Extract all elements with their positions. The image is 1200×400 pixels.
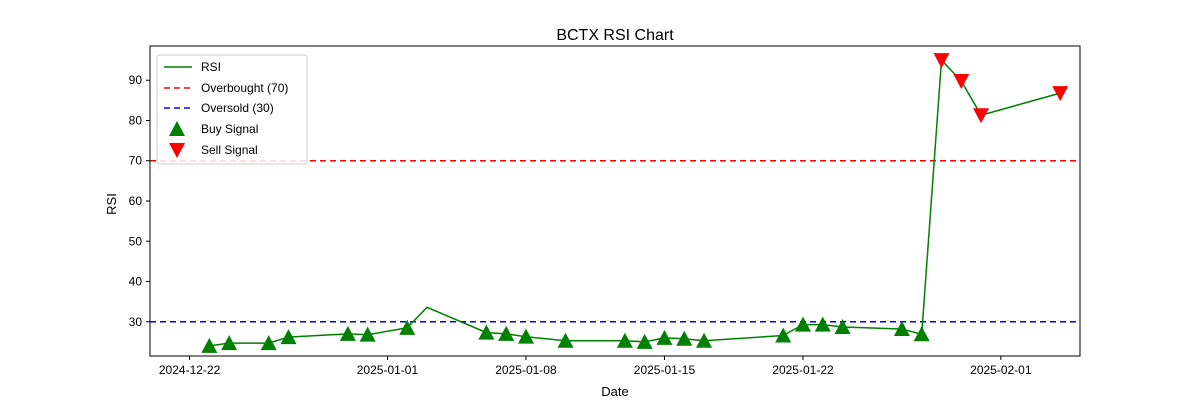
- legend-label-overbought: Overbought (70): [201, 81, 288, 95]
- buy-signal-marker: [893, 321, 910, 337]
- legend-box: [156, 54, 308, 165]
- chart-title: BCTX RSI Chart: [556, 27, 674, 44]
- sell-signal-marker: [973, 108, 990, 124]
- buy-signal-marker: [280, 329, 297, 345]
- legend-label-rsi: RSI: [201, 60, 221, 74]
- legend-buy-marker: [169, 121, 185, 136]
- y-tick-label: 30: [129, 315, 143, 329]
- buy-signal-marker: [656, 329, 673, 345]
- buy-signal-marker: [399, 319, 416, 335]
- buy-signal-marker: [913, 326, 930, 342]
- legend-label-oversold: Oversold (30): [201, 101, 274, 115]
- buy-signal-marker: [517, 328, 534, 344]
- buy-signal-marker: [814, 316, 831, 332]
- y-tick-label: 80: [129, 113, 143, 127]
- y-tick-label: 40: [129, 275, 143, 289]
- buy-signal-marker: [636, 333, 653, 349]
- buy-signal-marker: [676, 330, 693, 346]
- sell-signal-marker: [933, 53, 950, 69]
- buy-signal-marker: [260, 335, 277, 351]
- y-tick-label: 60: [129, 194, 143, 208]
- x-tick-label: 2024-12-22: [159, 363, 221, 377]
- y-axis-label: RSI: [104, 193, 119, 215]
- buy-signal-marker: [616, 332, 633, 348]
- x-tick-label: 2025-01-08: [495, 363, 557, 377]
- sell-signal-marker: [1052, 86, 1069, 102]
- legend: RSI Overbought (70) Oversold (30) Buy Si…: [156, 54, 308, 165]
- sell-signal-marker: [953, 74, 970, 90]
- buy-signal-marker: [794, 316, 811, 332]
- legend-label-buy: Buy Signal: [201, 122, 258, 136]
- buy-signal-marker: [478, 324, 495, 340]
- buy-signal-marker: [775, 327, 792, 343]
- buy-signal-marker: [201, 337, 218, 353]
- legend-label-sell: Sell Signal: [201, 143, 258, 157]
- rsi-line: [209, 58, 1061, 347]
- x-tick-label: 2025-01-15: [634, 363, 696, 377]
- x-tick-label: 2025-02-01: [970, 363, 1032, 377]
- y-tick-label: 50: [129, 234, 143, 248]
- x-tick-label: 2025-01-22: [772, 363, 834, 377]
- x-axis-label: Date: [601, 384, 628, 399]
- buy-signal-marker: [221, 335, 238, 351]
- y-tick-label: 90: [129, 73, 143, 87]
- buy-signal-marker: [557, 332, 574, 348]
- y-tick-label: 70: [129, 154, 143, 168]
- legend-sell-marker: [169, 143, 185, 158]
- x-tick-label: 2025-01-01: [357, 363, 419, 377]
- buy-signal-marker: [498, 325, 515, 341]
- buy-signal-marker: [696, 332, 713, 348]
- buy-signal-marker: [359, 326, 376, 342]
- buy-signal-marker: [339, 325, 356, 341]
- buy-signal-marker: [834, 319, 851, 335]
